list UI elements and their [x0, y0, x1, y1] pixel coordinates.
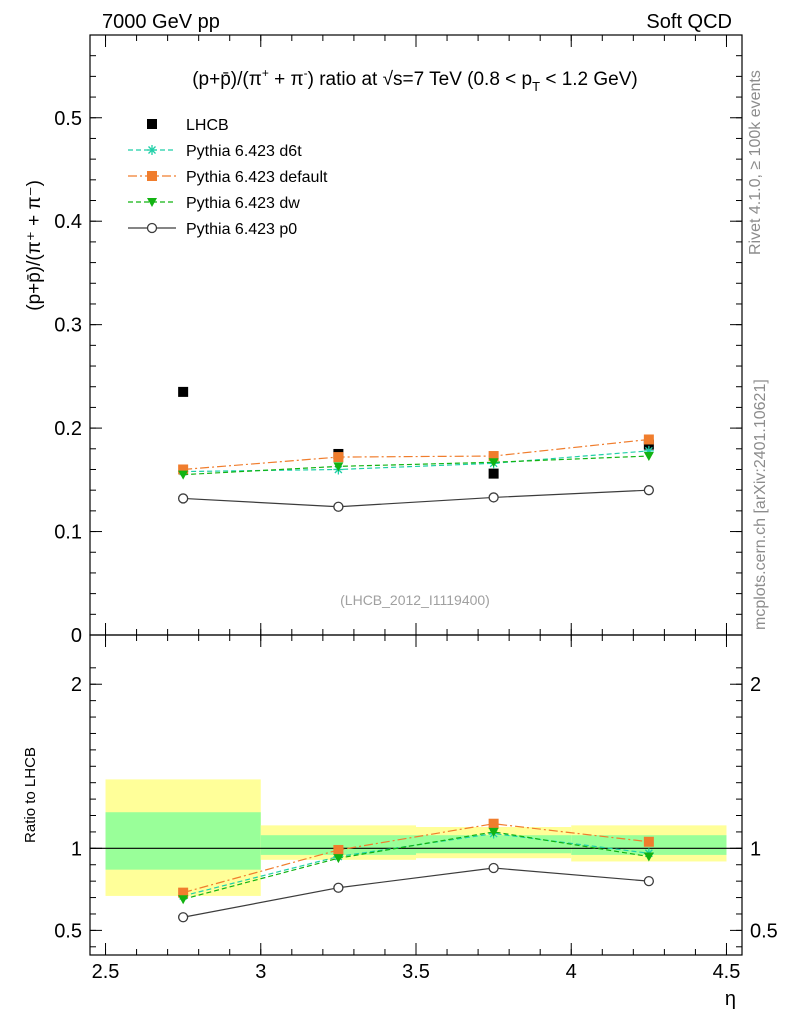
main-point-dw: [333, 462, 344, 472]
main-point-dw: [178, 470, 189, 480]
main-title: (p+p̄)/(π+ + π-) ratio at √s=7 TeV (0.8 …: [192, 66, 638, 94]
x-tick-label: 3: [255, 961, 266, 983]
ratio-y-axis-label: Ratio to LHCB: [22, 747, 39, 843]
ratio-point-default: [178, 887, 189, 898]
main-plot-panel: (p+p̄)/(π+ + π-) ratio at √s=7 TeV (0.8 …: [24, 34, 743, 647]
main-point-p0: [333, 501, 344, 512]
x-tick-label: 3.5: [402, 961, 430, 983]
legend-marker-default: [147, 171, 157, 181]
ratio-y-tick-label: 0.5: [54, 920, 82, 942]
ratio-y-tick-label: 2: [71, 674, 82, 696]
ratio-band-inner: [105, 812, 261, 870]
main-point-lhcb: [488, 468, 499, 479]
category-label: Soft QCD: [646, 11, 732, 33]
main-point-default: [333, 452, 344, 463]
legend-marker-d6t-stroke: [148, 146, 156, 154]
ratio-point-default: [643, 836, 654, 847]
ratio-y-tick-label-right: 1: [750, 838, 761, 860]
main-y-tick-label: 0.3: [54, 315, 82, 337]
legend-marker-lhcb: [147, 119, 157, 129]
ratio-plot-panel: Ratio to LHCB η 2.5 3 3.5 4 4.5 0.5 0.5 1 1 2 2: [22, 35, 778, 1010]
main-point-p0: [177, 493, 189, 504]
main-point-default: [488, 451, 499, 462]
main-point-p0: [488, 492, 499, 503]
main-line-dw: [183, 455, 649, 476]
ratio-point-p0: [488, 862, 499, 874]
main-y-axis-label: (p+p̄)/(π⁺ + π⁻): [24, 180, 45, 311]
legend-label-dw: Pythia 6.423 dw: [186, 195, 300, 212]
main-point-lhcb: [178, 386, 189, 397]
ratio-point-p0: [333, 882, 344, 893]
mcplots-label: mcplots.cern.ch [arXiv:2401.10621]: [752, 379, 769, 630]
legend-label-p0: Pythia 6.423 p0: [186, 221, 297, 238]
main-y-tick-label: 0.2: [54, 418, 82, 440]
ratio-point-p0: [177, 912, 189, 923]
main-y-tick-label: 0: [71, 625, 82, 647]
legend: LHCB Pythia 6.423 d6t Pythia 6.423 default…: [128, 117, 328, 238]
ratio-y-tick-label-right: 2: [750, 674, 761, 696]
ratio-point-default: [488, 818, 499, 829]
legend-marker-d6t: [147, 145, 157, 155]
main-line-default: [183, 438, 649, 471]
legend-label-lhcb: LHCB: [186, 117, 229, 134]
main-y-tick-label: 0.5: [54, 108, 82, 130]
x-tick-label: 4: [566, 961, 577, 983]
x-tick-label: 2.5: [92, 961, 120, 983]
main-y-tick-label: 0.4: [54, 211, 82, 233]
ratio-point-p0: [643, 876, 655, 887]
analysis-watermark: (LHCB_2012_I1119400): [340, 592, 490, 608]
ratio-point-dw: [333, 854, 344, 864]
x-tick-label: 4.5: [713, 961, 741, 983]
legend-marker-p0: [146, 222, 158, 234]
main-line-p0: [183, 489, 649, 508]
ratio-y-tick-label-right: 0.5: [750, 920, 778, 942]
main-point-default: [178, 464, 189, 475]
legend-label-d6t: Pythia 6.423 d6t: [186, 143, 302, 160]
legend-marker-dw: [147, 198, 157, 207]
ratio-y-tick-label: 1: [71, 838, 82, 860]
ratio-line-default: [182, 823, 649, 894]
main-point-dw: [488, 458, 499, 468]
ratio-line-p0: [183, 867, 649, 918]
ratio-point-default: [333, 844, 344, 855]
ratio-line-d6t: [182, 832, 649, 897]
ratio-line-dw: [182, 831, 649, 900]
ratio-point-dw: [178, 895, 189, 905]
ratio-point-dw: [643, 852, 654, 862]
ratio-point-dw: [488, 827, 499, 837]
main-y-tick-label: 0.1: [54, 522, 82, 544]
energy-label: 7000 GeV pp: [102, 11, 220, 33]
main-point-p0: [643, 485, 655, 496]
legend-label-default: Pythia 6.423 default: [186, 169, 328, 186]
rivet-label: Rivet 4.1.0, ≥ 100k events: [747, 70, 764, 255]
x-axis-label: η: [725, 988, 736, 1010]
main-point-dw: [643, 452, 654, 462]
main-point-lhcb: [643, 439, 654, 450]
main-point-default: [643, 434, 654, 445]
main-line-d6t: [183, 450, 649, 473]
